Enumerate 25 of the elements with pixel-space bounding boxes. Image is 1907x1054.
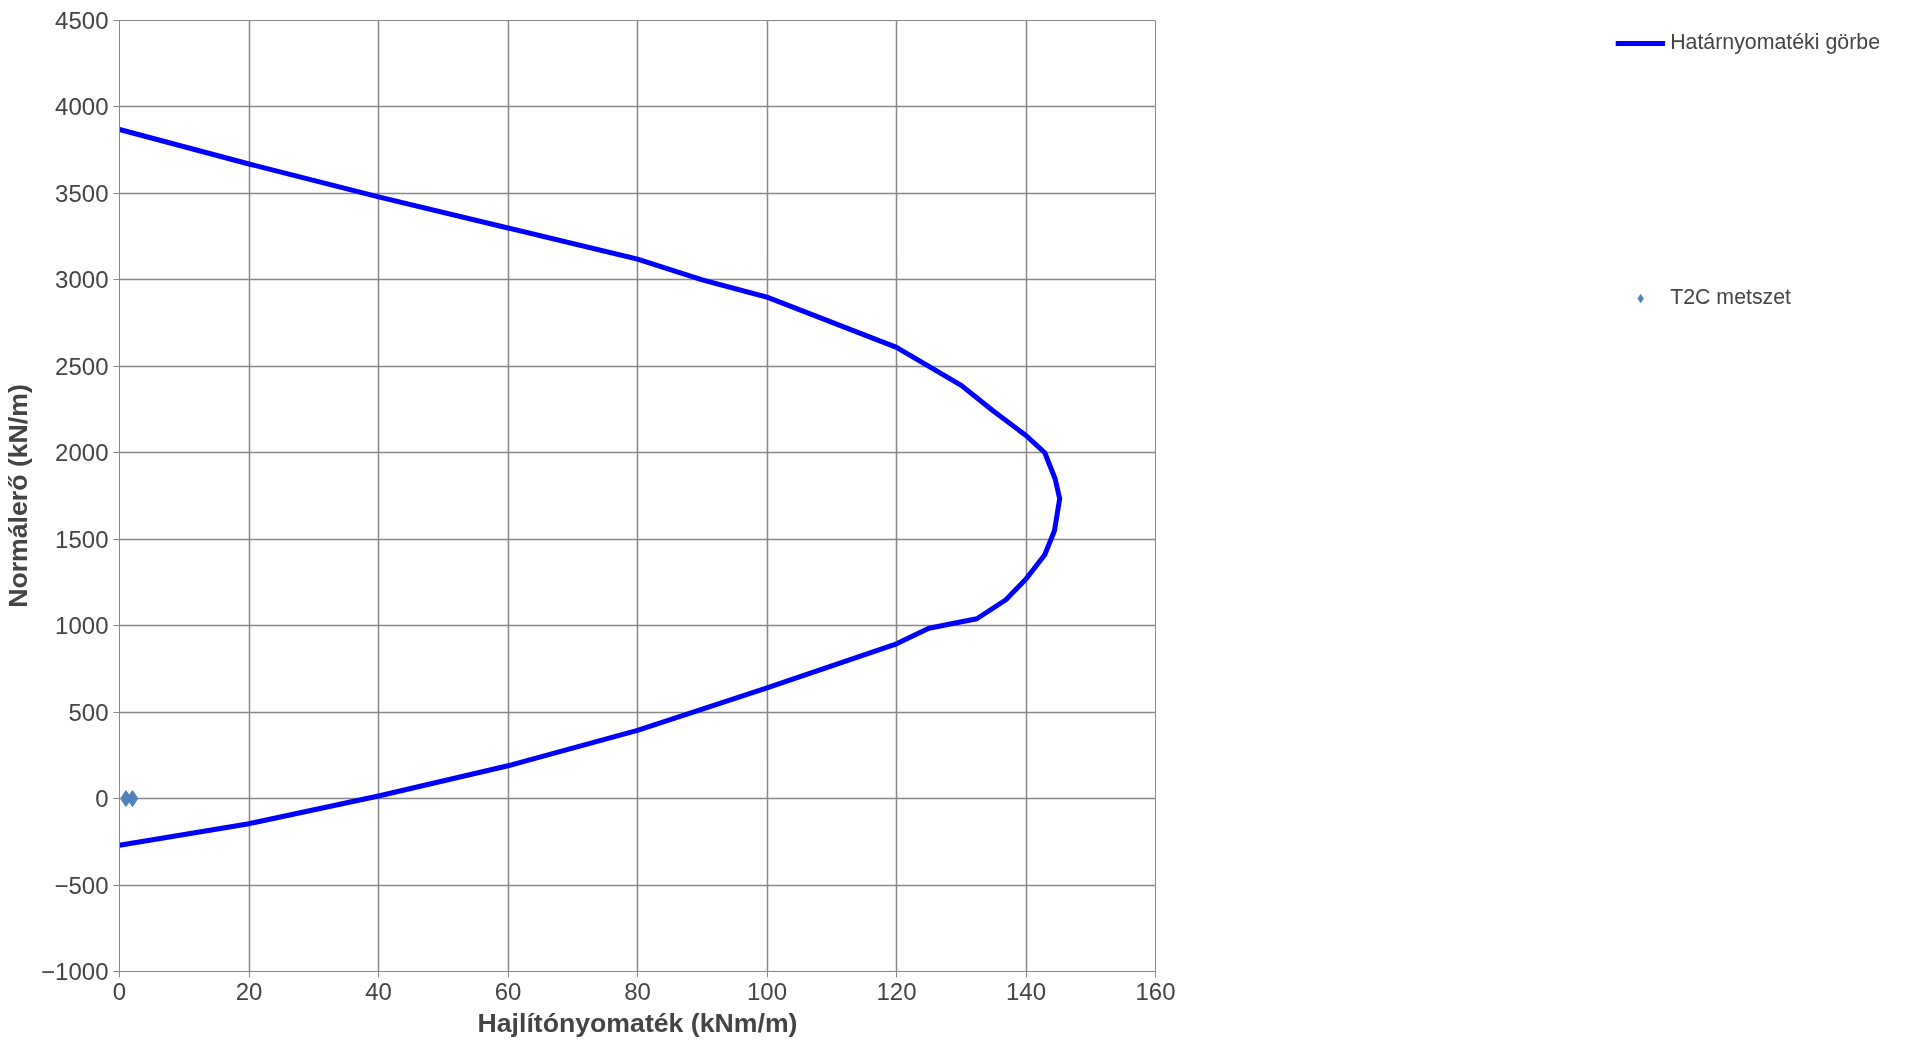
x-tick-label: 60 — [494, 977, 522, 1005]
y-tick-label: 1500 — [55, 525, 109, 553]
x-tick-label: 0 — [112, 977, 127, 1005]
x-tick-label: 80 — [624, 977, 651, 1005]
y-tick-label: 0 — [95, 785, 109, 813]
x-tick-label: 100 — [746, 977, 788, 1005]
x-tick-label: 20 — [235, 977, 263, 1005]
y-tick-label: 3500 — [55, 179, 109, 207]
x-tick-label: 160 — [1135, 977, 1176, 1005]
x-tick-label: 120 — [876, 977, 917, 1005]
y-tick-label: 500 — [68, 698, 109, 726]
y-tick-label: 3000 — [55, 266, 109, 294]
y-tick-label: 1000 — [55, 612, 109, 640]
y-tick-label: 4000 — [55, 93, 109, 121]
x-tick-label: 140 — [1005, 977, 1047, 1005]
y-tick-label: 4500 — [55, 7, 109, 34]
y-tick-label: 2500 — [55, 352, 109, 380]
y-axis-title: Normálerő (kN/m) — [3, 384, 34, 608]
legend-label: Határnyomatéki görbe — [1670, 30, 1880, 55]
x-axis-title: Hajlítónyomaték (kNm/m) — [477, 1007, 798, 1038]
legend-label: T2C metszet — [1670, 285, 1792, 310]
y-tick-label: −1000 — [41, 958, 109, 985]
x-tick-label: 40 — [365, 977, 392, 1005]
y-tick-label: −500 — [54, 871, 109, 899]
y-tick-label: 2000 — [55, 439, 109, 467]
